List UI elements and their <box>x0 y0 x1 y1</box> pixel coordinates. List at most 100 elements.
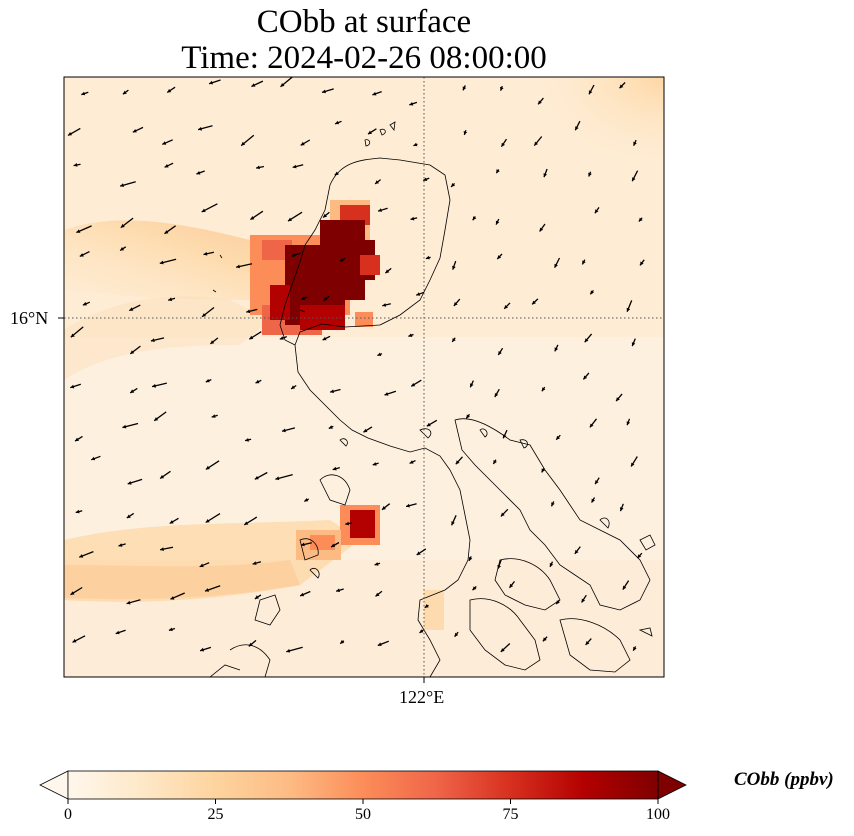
wind-arrow-head <box>452 265 456 270</box>
wind-arrow-head <box>249 335 254 340</box>
wind-arrow-head <box>619 507 624 512</box>
wind-arrow-head <box>500 648 505 652</box>
wind-arrow-head <box>426 422 431 427</box>
wind-arrow-head <box>554 347 559 352</box>
wind-arrow-head <box>122 424 127 429</box>
wind-arrow-head <box>463 131 468 135</box>
wind-arrow-head <box>631 342 636 347</box>
wind-arrow-head <box>246 309 251 314</box>
wind-arrow-head <box>254 595 259 599</box>
wind-arrow-head <box>385 269 390 274</box>
wind-arrow-head <box>372 462 377 466</box>
coastlines <box>209 121 656 677</box>
colorbar <box>39 770 687 804</box>
wind-arrow-head <box>164 164 169 168</box>
wind-arrow-head <box>254 476 259 480</box>
wind-arrow-head <box>626 307 631 312</box>
wind-arrow-head <box>68 132 72 136</box>
map-frame <box>63 76 665 678</box>
wind-arrow-head <box>382 303 387 307</box>
wind-arrow-head <box>640 261 644 266</box>
wind-arrow-head <box>409 102 414 106</box>
wind-arrow-head <box>501 142 505 147</box>
lat-tick-label: 16°N <box>10 308 49 328</box>
wind-arrow-head <box>574 549 579 554</box>
wind-arrow-head <box>504 305 508 309</box>
wind-arrow-head <box>425 255 430 260</box>
wind-arrow-head <box>300 542 305 547</box>
colorbar-tick-0: 0 <box>64 806 72 823</box>
wind-arrow-head <box>416 551 421 555</box>
gridlines <box>64 77 664 677</box>
wind-arrow-head <box>132 129 137 133</box>
wind-arrow-head <box>291 385 295 389</box>
wind-arrow-head <box>616 397 620 402</box>
wind-arrow-head <box>493 460 497 464</box>
wind-arrow-head <box>291 253 295 257</box>
wind-arrow-head <box>334 171 339 176</box>
wind-arrow-head <box>331 543 336 547</box>
wind-arrow-head <box>211 414 216 418</box>
wind-arrow-head <box>410 216 415 221</box>
wind-arrow-head <box>209 80 213 85</box>
wind-arrow-head <box>455 460 460 465</box>
wind-arrow-head <box>345 521 350 526</box>
wind-arrow-head <box>245 438 249 442</box>
wind-arrow-head <box>377 642 382 646</box>
wind-arrow-head <box>633 646 637 651</box>
wind-arrow-head <box>374 562 379 566</box>
wind-arrow-head <box>584 338 589 343</box>
wind-arrow-head <box>406 503 410 508</box>
wind-arrow-head <box>638 217 643 222</box>
wind-arrow-head <box>384 392 389 396</box>
colorbar-tick-100: 100 <box>646 806 670 823</box>
wind-arrow-head <box>323 297 328 301</box>
colorbar-label: CObb (ppbv) <box>734 769 834 790</box>
wind-arrow-head <box>470 383 474 388</box>
wind-arrow-head <box>377 352 382 356</box>
wind-arrow-head <box>122 90 127 95</box>
wind-arrow-head <box>551 502 555 507</box>
wind-arrow-head <box>466 414 470 419</box>
wind-arrow-head <box>70 384 75 389</box>
wind-arrow-head <box>130 350 135 354</box>
wind-arrow-head <box>76 229 81 233</box>
wind-arrow-head <box>585 641 590 645</box>
wind-arrow-head <box>73 163 78 167</box>
wind-arrow-head <box>288 217 292 222</box>
wind-arrow-head <box>275 476 280 481</box>
wind-arrow-head <box>332 466 337 471</box>
wind-arrow-head <box>118 543 123 547</box>
wind-arrow-head <box>542 637 547 642</box>
wind-arrow-head <box>120 247 125 251</box>
wind-arrow-head <box>454 632 459 637</box>
wind-arrow-head <box>497 564 501 569</box>
wind-arrow-head <box>588 90 593 95</box>
wind-arrow-head <box>534 141 538 146</box>
southern-fire-hotspot <box>296 505 380 560</box>
wind-arrow-head <box>300 592 305 597</box>
wind-arrow-head <box>164 230 169 234</box>
colorbar-extend-min <box>39 770 69 800</box>
wind-arrow-head <box>126 514 131 518</box>
wind-arrow-head <box>323 213 327 218</box>
northern-fire-hotspot <box>250 200 380 335</box>
wind-arrow-head <box>162 141 167 145</box>
wind-arrow-head <box>199 563 204 568</box>
wind-arrow-head <box>583 375 588 380</box>
wind-arrow-head <box>170 596 175 600</box>
wind-arrow-head <box>541 387 546 392</box>
wind-arrow-head <box>130 389 135 393</box>
wind-arrow-head <box>554 263 558 268</box>
wind-arrow-head <box>328 425 333 429</box>
wind-arrow-head <box>322 89 326 94</box>
wind-arrow-head <box>256 165 260 170</box>
wind-arrow-head <box>335 120 340 125</box>
wind-arrow-head <box>594 209 599 214</box>
wind-arrow-head <box>252 561 257 565</box>
wind-arrow-head <box>462 86 467 91</box>
wind-arrow-head <box>409 460 414 464</box>
wind-arrow-head <box>538 100 542 105</box>
wind-arrow-head <box>292 164 297 169</box>
wind-arrow-head <box>75 509 80 514</box>
